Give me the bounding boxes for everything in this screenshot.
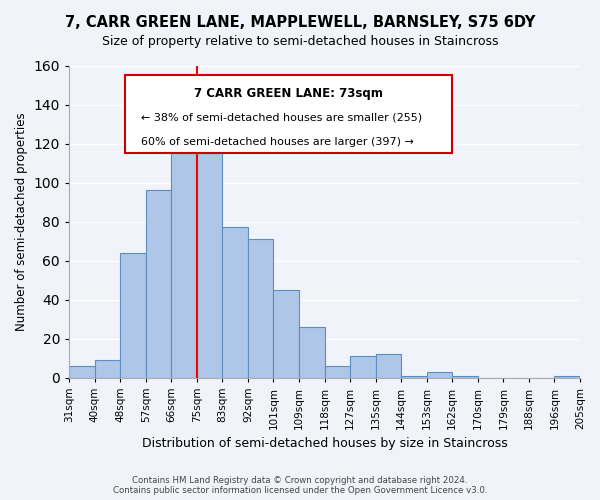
Text: Contains HM Land Registry data © Crown copyright and database right 2024.
Contai: Contains HM Land Registry data © Crown c… xyxy=(113,476,487,495)
Text: 7, CARR GREEN LANE, MAPPLEWELL, BARNSLEY, S75 6DY: 7, CARR GREEN LANE, MAPPLEWELL, BARNSLEY… xyxy=(65,15,535,30)
Bar xyxy=(401,376,427,378)
Bar xyxy=(427,372,452,378)
Bar xyxy=(274,290,299,378)
X-axis label: Distribution of semi-detached houses by size in Staincross: Distribution of semi-detached houses by … xyxy=(142,437,508,450)
Bar xyxy=(299,327,325,378)
Text: ← 38% of semi-detached houses are smaller (255): ← 38% of semi-detached houses are smalle… xyxy=(140,112,422,122)
Bar xyxy=(248,239,274,378)
Text: 7 CARR GREEN LANE: 73sqm: 7 CARR GREEN LANE: 73sqm xyxy=(194,88,383,101)
Bar xyxy=(554,376,580,378)
Bar xyxy=(197,132,223,378)
Bar xyxy=(171,152,197,378)
Text: 60% of semi-detached houses are larger (397) →: 60% of semi-detached houses are larger (… xyxy=(140,138,413,147)
Bar xyxy=(350,356,376,378)
Bar xyxy=(325,366,350,378)
FancyBboxPatch shape xyxy=(125,75,452,153)
Text: Size of property relative to semi-detached houses in Staincross: Size of property relative to semi-detach… xyxy=(102,35,498,48)
Bar xyxy=(223,228,248,378)
Bar xyxy=(146,190,171,378)
Bar xyxy=(452,376,478,378)
Bar xyxy=(376,354,401,378)
Bar xyxy=(69,366,95,378)
Y-axis label: Number of semi-detached properties: Number of semi-detached properties xyxy=(15,112,28,331)
Bar xyxy=(95,360,120,378)
Bar xyxy=(120,252,146,378)
